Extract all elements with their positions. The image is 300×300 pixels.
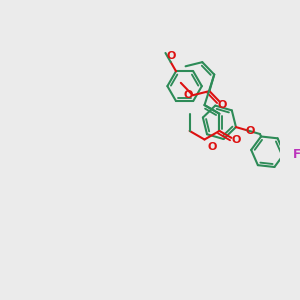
Text: O: O [231, 135, 241, 146]
Text: O: O [183, 90, 192, 100]
Text: O: O [245, 126, 254, 136]
Text: F: F [293, 148, 300, 161]
Text: O: O [218, 100, 227, 110]
Text: O: O [166, 51, 175, 61]
Text: O: O [207, 142, 217, 152]
